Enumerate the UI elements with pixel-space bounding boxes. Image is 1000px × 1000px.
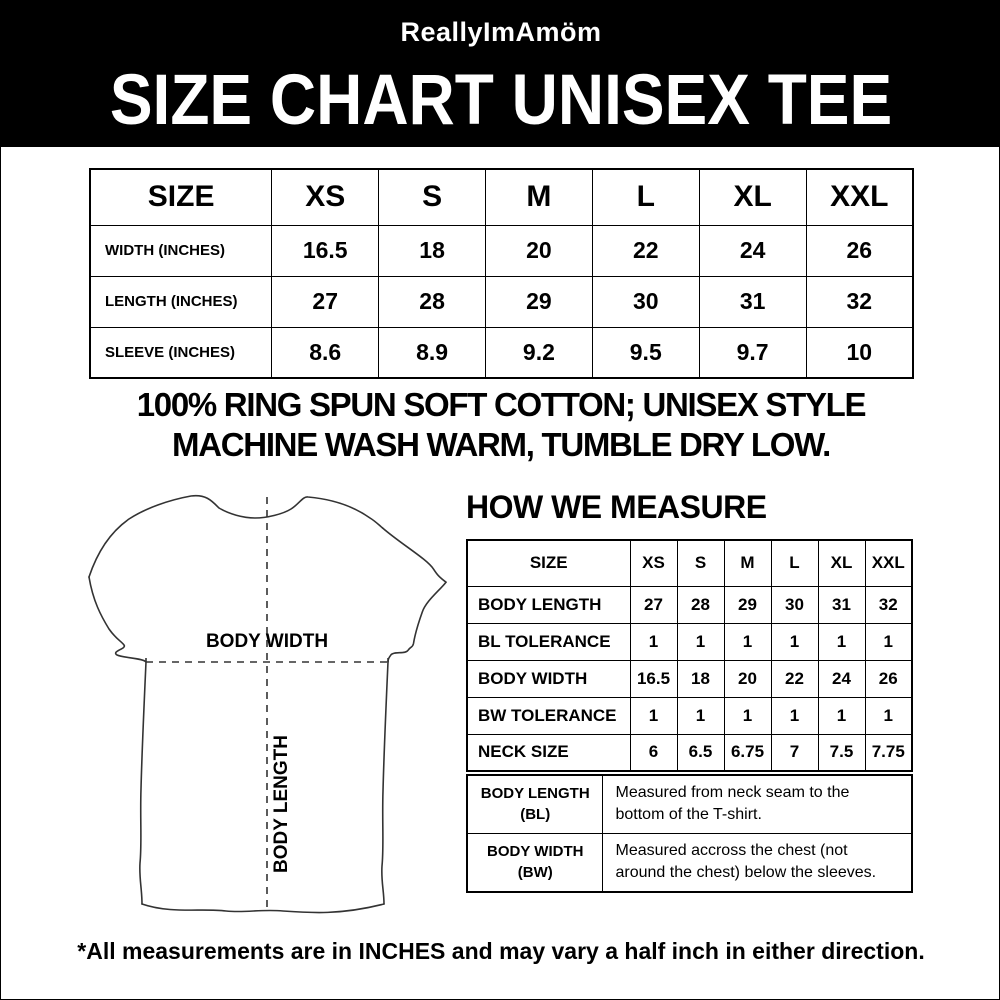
svg-text:BODY WIDTH: BODY WIDTH — [206, 631, 328, 652]
svg-text:BODY LENGTH: BODY LENGTH — [271, 735, 292, 873]
